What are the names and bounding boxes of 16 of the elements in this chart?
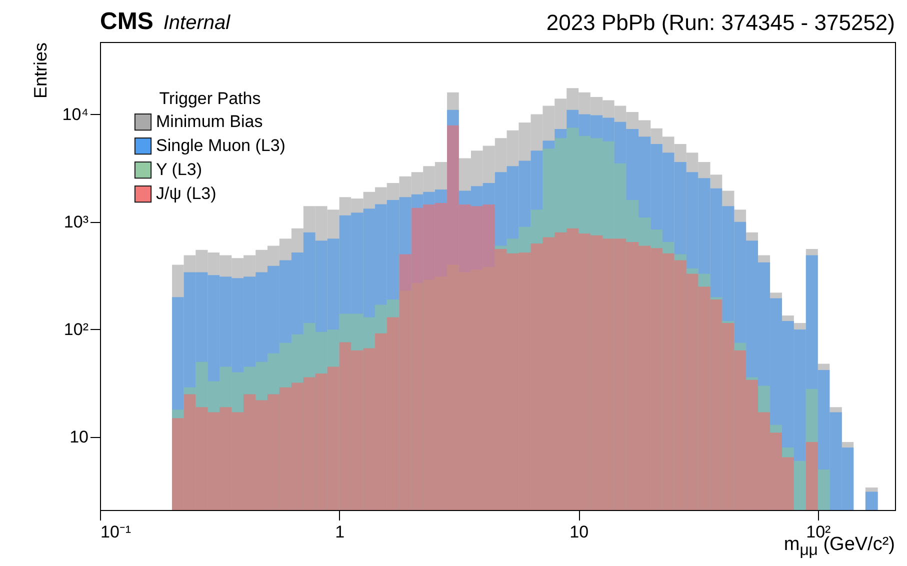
- legend-label: Υ (L3): [156, 160, 202, 179]
- y-tick-label: 10⁴: [62, 104, 88, 124]
- legend-label: Minimum Bias: [156, 112, 263, 131]
- text: 2023 PbPb (Run: 374345 - 375252): [546, 10, 895, 36]
- legend-title: Trigger Paths: [159, 89, 261, 108]
- chart-title: CMS: [100, 8, 154, 35]
- y-axis-title: Entries: [30, 42, 50, 99]
- y-tick-label: 10: [70, 428, 88, 447]
- chart-subtitle: Internal: [163, 12, 230, 34]
- x-tick-label: 10⁻¹: [100, 522, 132, 542]
- legend-label: J/ψ (L3): [156, 184, 216, 203]
- x-tick-label: 1: [335, 522, 345, 542]
- y-tick-label: 10²: [64, 320, 89, 339]
- x-tick-label: 10: [570, 522, 589, 542]
- y-tick-label: 10³: [64, 212, 89, 232]
- legend-label: Single Muon (L3): [156, 136, 286, 155]
